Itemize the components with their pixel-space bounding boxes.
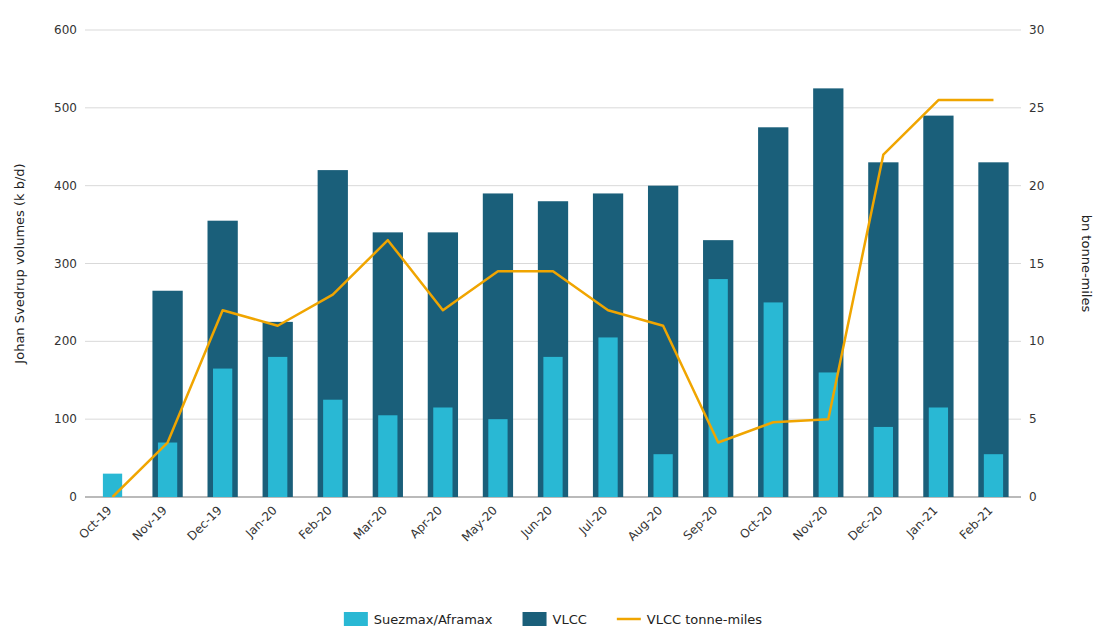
bar xyxy=(152,291,182,497)
x-tick-label: Jul-20 xyxy=(575,503,610,538)
x-ticks: Oct-19 Nov-19 Dec-19 Jan-20 Feb-20 Mar-20 Apr-… xyxy=(76,503,995,544)
y2-tick-label: 5 xyxy=(1029,412,1037,426)
bar-series xyxy=(103,279,1003,497)
y2-axis-label: bn tonne-miles xyxy=(1079,215,1094,313)
bar xyxy=(923,116,953,497)
y-tick-label: 300 xyxy=(54,257,77,271)
bar xyxy=(373,232,403,497)
bar xyxy=(483,193,513,497)
x-tick-label: Dec-19 xyxy=(185,503,225,543)
y-tick-label: 100 xyxy=(54,412,77,426)
bar xyxy=(868,162,898,497)
legend-swatch xyxy=(344,612,368,626)
legend: Suezmax/Aframax VLCC VLCC tonne-miles xyxy=(344,612,762,627)
x-tick-label: Mar-20 xyxy=(351,503,390,542)
bar xyxy=(709,279,728,497)
bar xyxy=(543,357,562,497)
bar-series xyxy=(152,88,1008,497)
bar xyxy=(213,369,232,497)
y2-tick-label: 20 xyxy=(1029,179,1044,193)
y-axis-label: Johan Svedrup volumes (k b/d) xyxy=(12,163,27,364)
bar xyxy=(874,427,893,497)
legend-label: Suezmax/Aframax xyxy=(374,612,493,627)
grid-line xyxy=(85,30,1021,31)
x-tick-label: Sep-20 xyxy=(681,503,721,543)
bar xyxy=(378,415,397,497)
x-tick-label: Nov-19 xyxy=(130,503,170,543)
bar xyxy=(764,302,783,497)
x-tick-label: Jun-20 xyxy=(517,503,555,541)
y2-tick-label: 15 xyxy=(1029,257,1044,271)
y-tick-label: 200 xyxy=(54,334,77,348)
legend-swatch xyxy=(617,618,641,621)
bar xyxy=(538,201,568,497)
x-tick-label: Jan-20 xyxy=(242,503,280,541)
bar xyxy=(703,240,733,497)
bar xyxy=(428,232,458,497)
y2-tick-label: 10 xyxy=(1029,334,1044,348)
bar xyxy=(813,88,843,497)
bar xyxy=(653,454,672,497)
bar xyxy=(433,407,452,497)
y-tick-label: 500 xyxy=(54,101,77,115)
y-tick-label: 400 xyxy=(54,179,77,193)
bar xyxy=(318,170,348,497)
bar xyxy=(758,127,788,497)
y-tick-label: 600 xyxy=(54,23,77,37)
x-tick-label: Oct-19 xyxy=(76,503,114,541)
x-tick-label: Apr-20 xyxy=(407,503,445,541)
axes: 0 100 200 300 400 500 600 0 5 10 15 20 25 30 xyxy=(54,23,1044,504)
legend-label: VLCC tonne-miles xyxy=(647,612,763,627)
bar xyxy=(268,357,287,497)
bar xyxy=(984,454,1003,497)
bar xyxy=(593,193,623,497)
bar xyxy=(208,221,238,497)
bar xyxy=(648,186,678,497)
bar xyxy=(488,419,507,497)
line xyxy=(113,100,994,497)
bar xyxy=(978,162,1008,497)
legend-swatch xyxy=(523,612,547,626)
x-tick-label: Jan-21 xyxy=(903,503,941,541)
x-tick-label: Nov-20 xyxy=(790,503,830,543)
y2-tick-label: 0 xyxy=(1029,490,1037,504)
x-tick-label: Feb-21 xyxy=(957,503,996,542)
x-tick-label: Oct-20 xyxy=(737,503,775,541)
chart: 0 100 200 300 400 500 600 0 5 10 15 20 25 30 Johan Sve… xyxy=(0,0,1106,637)
x-tick-label: Dec-20 xyxy=(845,503,885,543)
bar xyxy=(598,337,617,497)
bar xyxy=(103,474,122,497)
bar xyxy=(929,407,948,497)
y-tick-label: 0 xyxy=(69,490,77,504)
y2-tick-label: 30 xyxy=(1029,23,1044,37)
x-tick-label: Aug-20 xyxy=(625,503,665,543)
x-tick-label: May-20 xyxy=(459,503,500,544)
legend-label: VLCC xyxy=(553,612,587,627)
plot-area xyxy=(103,88,1009,497)
grid-line xyxy=(85,107,1021,108)
y2-tick-label: 25 xyxy=(1029,101,1044,115)
x-tick-label: Feb-20 xyxy=(296,503,335,542)
bar xyxy=(263,322,293,497)
bar xyxy=(323,400,342,497)
